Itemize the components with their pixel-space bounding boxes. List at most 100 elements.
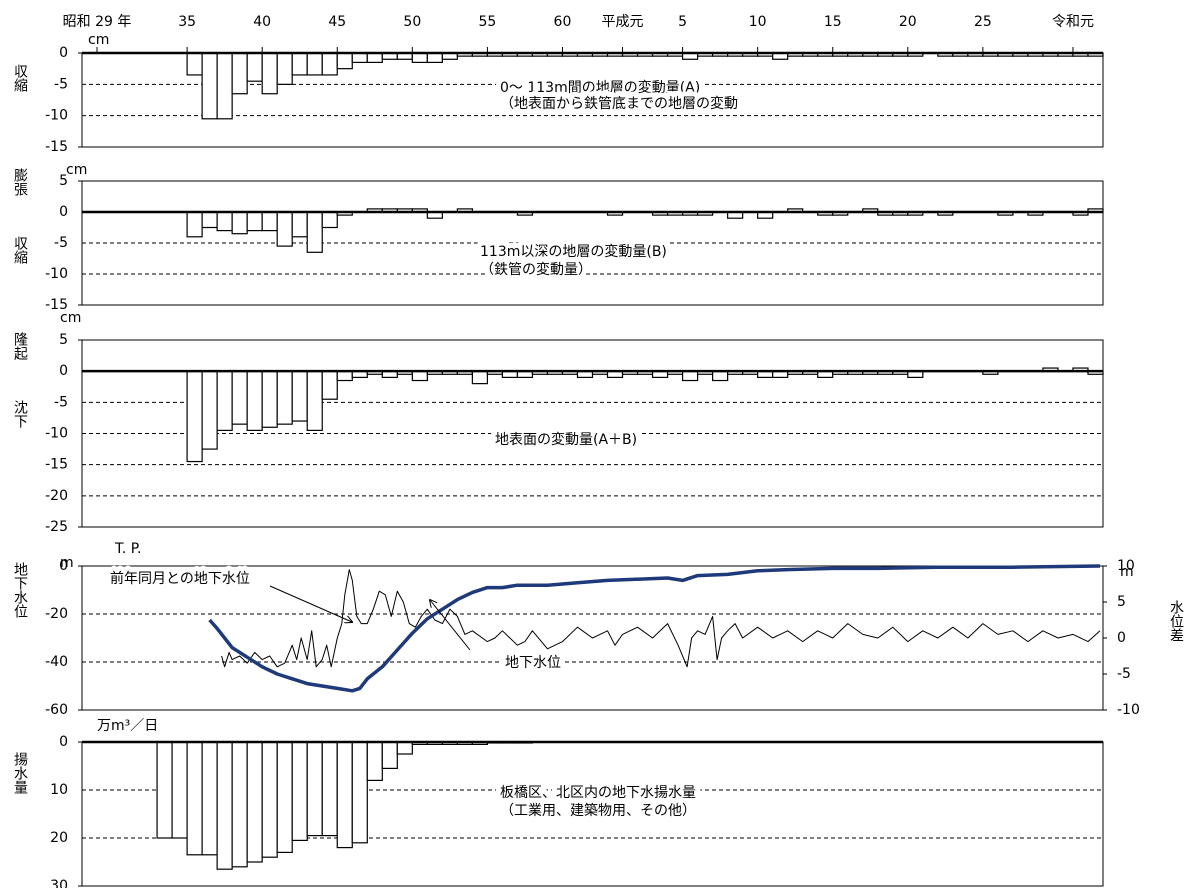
x-tick-label: 令和元 <box>1052 14 1094 30</box>
datum-label: T. P. <box>114 541 142 557</box>
y2-tick-label: 5 <box>1117 594 1126 610</box>
bar <box>246 211 263 232</box>
bar <box>336 370 353 382</box>
y-tick-label: -20 <box>45 488 68 504</box>
y-tick-label: -20 <box>45 606 68 622</box>
bar <box>201 370 218 450</box>
x-tick-label: 40 <box>253 14 271 30</box>
line-series <box>221 569 1101 668</box>
bar <box>321 741 338 837</box>
y-tick-label: 0 <box>59 558 68 574</box>
side-label: 揚水量 <box>12 751 28 794</box>
x-tick-label: 昭和 29 年 <box>63 14 132 30</box>
annotation: （工業用、建築物用、その他） <box>500 803 696 819</box>
bar <box>156 741 173 839</box>
y2-tick-label: 10 <box>1117 558 1135 574</box>
y-tick-label: 0 <box>59 204 68 220</box>
bar <box>291 741 308 842</box>
bar <box>681 370 699 382</box>
side-label: 沈下 <box>12 400 28 428</box>
bar <box>261 741 278 858</box>
bar <box>231 370 248 425</box>
y-tick-label: 0 <box>59 45 68 61</box>
bar <box>216 370 233 431</box>
y-tick-label: -15 <box>45 139 68 155</box>
annotation: 113m以深の地層の変動量(B) <box>480 243 667 260</box>
bar <box>216 741 233 870</box>
bar <box>171 741 188 839</box>
y2-tick-label: -5 <box>1117 666 1131 682</box>
bar <box>246 741 263 863</box>
bar <box>291 370 308 422</box>
bar <box>321 52 338 76</box>
x-tick-label: 55 <box>478 14 496 30</box>
bar <box>306 741 323 837</box>
side-label: 収縮 <box>12 236 28 264</box>
x-tick-label: 5 <box>678 14 687 30</box>
bar <box>231 52 248 95</box>
arrow <box>269 585 352 622</box>
y-tick-label: -60 <box>45 702 68 718</box>
y-tick-label: 0 <box>59 363 68 379</box>
bar <box>351 52 368 63</box>
y-tick-label: 5 <box>59 332 68 348</box>
y-tick-label: 30 <box>50 878 68 888</box>
bar <box>291 52 308 76</box>
bar <box>411 370 428 382</box>
x-tick-label: 10 <box>749 14 767 30</box>
bar <box>231 211 248 235</box>
bar <box>261 370 278 428</box>
annotation: （鉄管の変動量） <box>480 261 592 278</box>
unit-label: 万m³／日 <box>97 718 158 734</box>
y2-axis-label: 水位差 <box>1168 600 1184 642</box>
bar <box>712 370 729 382</box>
x-tick-label: 20 <box>899 14 917 30</box>
bar <box>216 211 233 232</box>
side-label: 地下水位 <box>12 562 28 618</box>
bar <box>261 211 278 232</box>
y2-tick-label: -10 <box>1117 702 1140 718</box>
bar <box>351 741 368 844</box>
y-tick-label: -5 <box>54 235 68 251</box>
series-label: 地下水位 <box>505 655 561 671</box>
bar <box>381 741 398 769</box>
y-tick-label: -5 <box>54 76 68 92</box>
bar <box>411 52 428 63</box>
x-tick-label: 60 <box>554 14 572 30</box>
x-tick-label: 45 <box>328 14 346 30</box>
bar <box>261 52 278 95</box>
bar <box>321 370 338 400</box>
bar <box>471 370 488 385</box>
side-label: 膨張 <box>12 167 28 197</box>
bar <box>201 52 218 120</box>
y-tick-label: -10 <box>45 426 68 442</box>
y-tick-label: 5 <box>59 173 68 189</box>
bar <box>366 52 383 63</box>
bar <box>201 741 218 856</box>
y-tick-label: -40 <box>45 654 68 670</box>
annotation: 0～ 113m間の地層の変動量(A) <box>500 79 700 96</box>
bar <box>186 741 203 856</box>
bar <box>306 370 323 431</box>
line-series <box>208 564 1101 693</box>
y-tick-label: 0 <box>59 734 68 750</box>
bar <box>276 211 293 247</box>
series-label: 前年同月との地下水位 <box>110 570 250 587</box>
y-tick-label: -25 <box>45 519 68 535</box>
unit-label: m <box>60 555 74 571</box>
bar <box>321 211 338 229</box>
bar <box>186 370 203 463</box>
bar <box>336 741 353 849</box>
unit-label: cm <box>88 32 109 48</box>
y-tick-label: -15 <box>45 297 68 313</box>
x-tick-label: 25 <box>974 14 992 30</box>
y-tick-label: 20 <box>50 830 68 846</box>
bar <box>216 52 233 120</box>
bar <box>246 52 263 82</box>
bar <box>186 211 203 238</box>
y-tick-label: -5 <box>54 394 68 410</box>
bar <box>201 211 218 229</box>
bar <box>231 741 248 868</box>
bar <box>246 370 263 431</box>
arrow <box>430 600 471 651</box>
